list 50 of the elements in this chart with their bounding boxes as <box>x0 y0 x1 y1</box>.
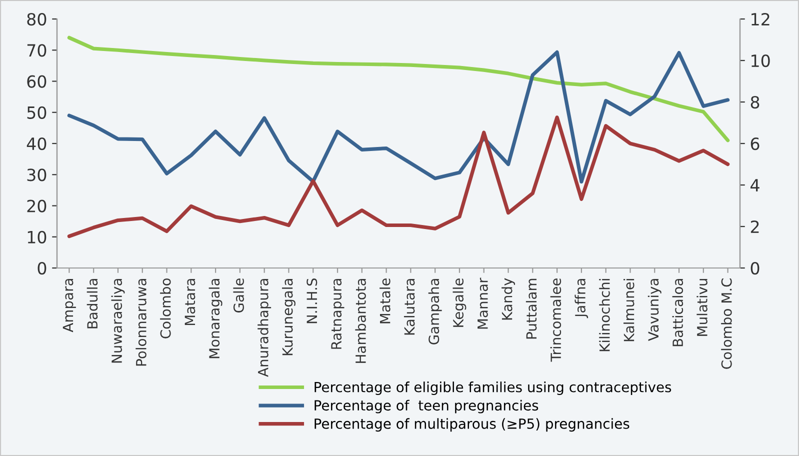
x-tick-label: Ratnapura <box>331 278 344 349</box>
y-tick-label: 20 <box>27 200 46 212</box>
x-tick-label: Mulativu <box>696 278 708 336</box>
x-tick-label: Polonnaruwa <box>136 278 146 366</box>
x-tick-label: Colombo <box>160 278 171 338</box>
y2-tick-label: 4 <box>750 179 760 192</box>
legend-label: Percentage of eligible families using contraceptives <box>314 382 672 395</box>
y2-tick-label: 8 <box>750 96 760 109</box>
x-tick-label: Kilinochchi <box>599 279 610 352</box>
x-tick-label: Vavuniya <box>648 278 662 341</box>
y-tick-label: 70 <box>27 44 46 57</box>
x-tick-label: Batticaloa <box>672 278 684 346</box>
x-tick-label: Hambantota <box>355 278 366 363</box>
x-tick-label: Kandy <box>502 278 515 320</box>
x-tick-label: Galle <box>233 278 244 312</box>
line-series <box>67 116 730 238</box>
line-series <box>67 36 730 142</box>
x-tick-label: Kalmunei <box>624 279 634 342</box>
x-tick-label: Gampaha <box>428 278 442 344</box>
y-tick-label: 80 <box>27 12 46 26</box>
x-tick-label: N.I.H.S <box>306 278 318 324</box>
y2-tick-label: 10 <box>752 54 770 68</box>
x-tick-label: Kegalle <box>452 278 466 327</box>
x-tick-label: Mannar <box>478 278 488 329</box>
x-tick-label: Kalutara <box>404 278 415 335</box>
y2-tick-label: 0 <box>750 262 760 275</box>
x-tick-label: Puttalam <box>526 278 537 339</box>
x-tick-label: Ampara <box>62 278 76 332</box>
y-tick-label: 50 <box>27 106 46 119</box>
x-tick-label: Jaffna <box>574 278 588 318</box>
y2-tick-label: 2 <box>750 220 759 233</box>
y-tick-label: 10 <box>28 230 46 244</box>
x-tick-label: Matale <box>380 278 390 324</box>
x-tick-label: Matara <box>184 278 196 326</box>
y-tick-label: 0 <box>38 262 46 275</box>
x-tick-label: Trincomalee <box>550 278 562 362</box>
y2-tick-label: 12 <box>752 12 770 26</box>
x-tick-label: Badulla <box>86 278 98 328</box>
x-tick-label: Nuwaraeliya <box>111 278 125 363</box>
y-tick-label: 60 <box>27 75 46 88</box>
y-tick-label: 30 <box>27 168 46 182</box>
legend-label: Percentage of teen pregnancies <box>314 400 538 414</box>
legend-label: Percentage of multiparous (≥P5) pregnancies <box>314 418 630 432</box>
line-series <box>67 50 730 184</box>
y-tick-label: 40 <box>26 137 46 150</box>
x-tick-label: Monaragala <box>208 278 222 358</box>
x-tick-label: Colombo M.C <box>721 278 732 369</box>
x-tick-label: Kurunegala <box>282 278 296 356</box>
x-tick-label: Anuradhapura <box>258 278 272 377</box>
y2-tick-label: 6 <box>750 137 760 150</box>
